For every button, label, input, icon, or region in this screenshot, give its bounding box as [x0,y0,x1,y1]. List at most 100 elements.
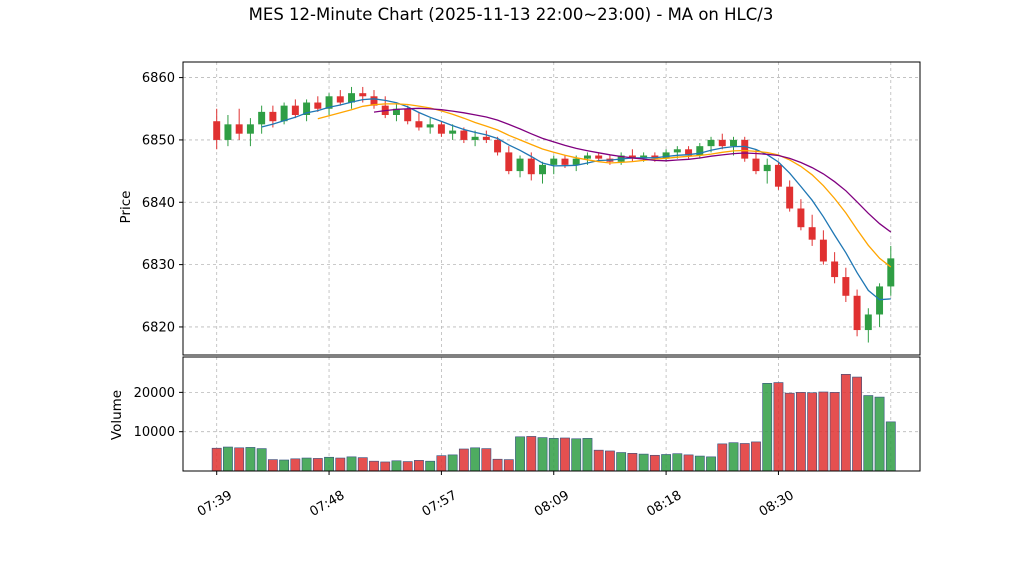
volume-bar [751,441,761,472]
candle-body [808,227,816,240]
candle-body [550,158,558,165]
candle-body [370,96,378,106]
volume-bar [369,460,379,472]
volume-bar [773,382,784,472]
volume-bar [605,450,615,472]
candle-body [595,155,603,159]
ma-line-5 [261,98,891,301]
candle-body [673,149,681,153]
candle-body [539,164,546,175]
time-tick-label: 08:18 [644,488,684,520]
volume-bar [661,454,672,472]
volume-bar [245,447,256,472]
candle-body [561,158,569,165]
time-tick-label: 07:39 [195,488,235,520]
volume-bar [852,376,862,472]
volume-axis-label: Volume [109,389,125,441]
candle-body [246,124,254,134]
candle-body [572,158,580,165]
volume-bar [391,460,402,472]
volume-bar [672,453,683,472]
candle-body [426,124,434,128]
candle-body [494,139,502,153]
candle-body [707,139,715,147]
candle-body [718,139,726,147]
candle-body [797,208,805,228]
volume-bar [818,391,829,472]
volume-bar [638,453,649,472]
volume-bar [234,447,245,472]
volume-bar [380,461,391,472]
candle-body [774,164,782,187]
candle-body [730,139,737,147]
volume-bar [481,448,492,472]
volume-bar [492,458,503,472]
volume-bar [346,456,357,472]
candle-body [763,164,771,172]
candle-body [392,108,400,115]
volume-bar [683,454,694,472]
volume-bar [357,457,368,472]
time-tick-label: 07:57 [420,488,460,520]
candle-body [449,130,457,134]
volume-tick-label: 20000 [134,386,175,401]
volume-bar [616,452,627,472]
volume-bar [874,396,885,472]
candle-body [786,186,794,209]
volume-panel-border [182,356,921,472]
price-axis-label: Price [118,190,134,224]
time-tick-label: 07:48 [307,488,347,520]
candle-body [864,314,872,331]
candle-body [359,93,367,97]
volume-bar [560,437,570,472]
candle-body [482,136,490,140]
candle-body [336,96,344,103]
volume-bar [402,461,413,472]
price-tick-label: 6850 [142,133,175,148]
volume-bar [290,458,301,472]
volume-bar [256,448,267,472]
candle-body [696,146,704,156]
candle-body [404,108,412,122]
price-panel-border [182,61,921,356]
volume-bar [548,438,559,472]
chart-title: MES 12-Minute Chart (2025-11-13 22:00~23… [248,5,774,24]
ma-line-10 [317,103,892,268]
volume-bar [627,453,638,472]
candle-body [235,124,243,134]
price-tick-label: 6830 [142,258,175,273]
time-tick-label: 08:09 [532,488,572,520]
candle-body [258,111,266,125]
ma-line-15 [373,107,892,233]
volume-bar [425,460,436,472]
volume-bar [301,457,312,472]
volume-bar [537,437,548,472]
volume-bar [739,443,750,472]
volume-bar [324,456,334,472]
volume-bar [515,436,525,472]
candle-body [887,258,895,287]
volume-tick-label: 10000 [134,425,175,440]
candle-body [224,124,232,140]
time-tick-label: 08:30 [757,488,797,520]
volume-bar [312,458,323,472]
candle-body [628,155,636,159]
candle-body [269,111,277,122]
volume-bar [840,373,851,472]
candle-body [651,155,659,159]
candle-body [752,158,760,172]
volume-bar [503,459,514,472]
volume-bar [335,457,346,472]
candle-body [516,158,524,172]
candle-body [842,277,850,296]
candle-body [527,158,535,175]
candle-body [325,96,333,109]
volume-bar [784,392,795,472]
volume-bar [885,421,896,472]
volume-bar [694,455,705,472]
volume-bar [279,459,290,472]
volume-bar [267,459,278,472]
volume-bar [582,438,593,472]
